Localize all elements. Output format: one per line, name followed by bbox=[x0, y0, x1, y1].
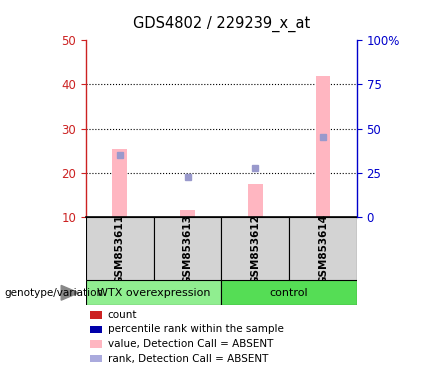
Bar bbox=[180, 210, 195, 217]
Text: GDS4802 / 229239_x_at: GDS4802 / 229239_x_at bbox=[133, 15, 310, 31]
Text: WTX overexpression: WTX overexpression bbox=[97, 288, 210, 298]
Bar bbox=[86, 217, 154, 280]
Text: count: count bbox=[108, 310, 137, 320]
Text: GSM853614: GSM853614 bbox=[318, 214, 328, 284]
Bar bbox=[221, 217, 289, 280]
Bar bbox=[221, 280, 357, 305]
Text: percentile rank within the sample: percentile rank within the sample bbox=[108, 324, 283, 334]
Bar bbox=[316, 76, 331, 217]
Text: GSM853611: GSM853611 bbox=[115, 214, 125, 283]
Text: GSM853613: GSM853613 bbox=[183, 214, 193, 283]
Text: rank, Detection Call = ABSENT: rank, Detection Call = ABSENT bbox=[108, 354, 268, 364]
Bar bbox=[112, 149, 127, 217]
Text: genotype/variation: genotype/variation bbox=[4, 288, 104, 298]
Polygon shape bbox=[61, 285, 79, 300]
Bar bbox=[248, 184, 263, 217]
Bar bbox=[289, 217, 357, 280]
Bar bbox=[154, 217, 221, 280]
Text: control: control bbox=[270, 288, 308, 298]
Text: GSM853612: GSM853612 bbox=[250, 214, 260, 283]
Text: value, Detection Call = ABSENT: value, Detection Call = ABSENT bbox=[108, 339, 273, 349]
Bar bbox=[86, 280, 221, 305]
